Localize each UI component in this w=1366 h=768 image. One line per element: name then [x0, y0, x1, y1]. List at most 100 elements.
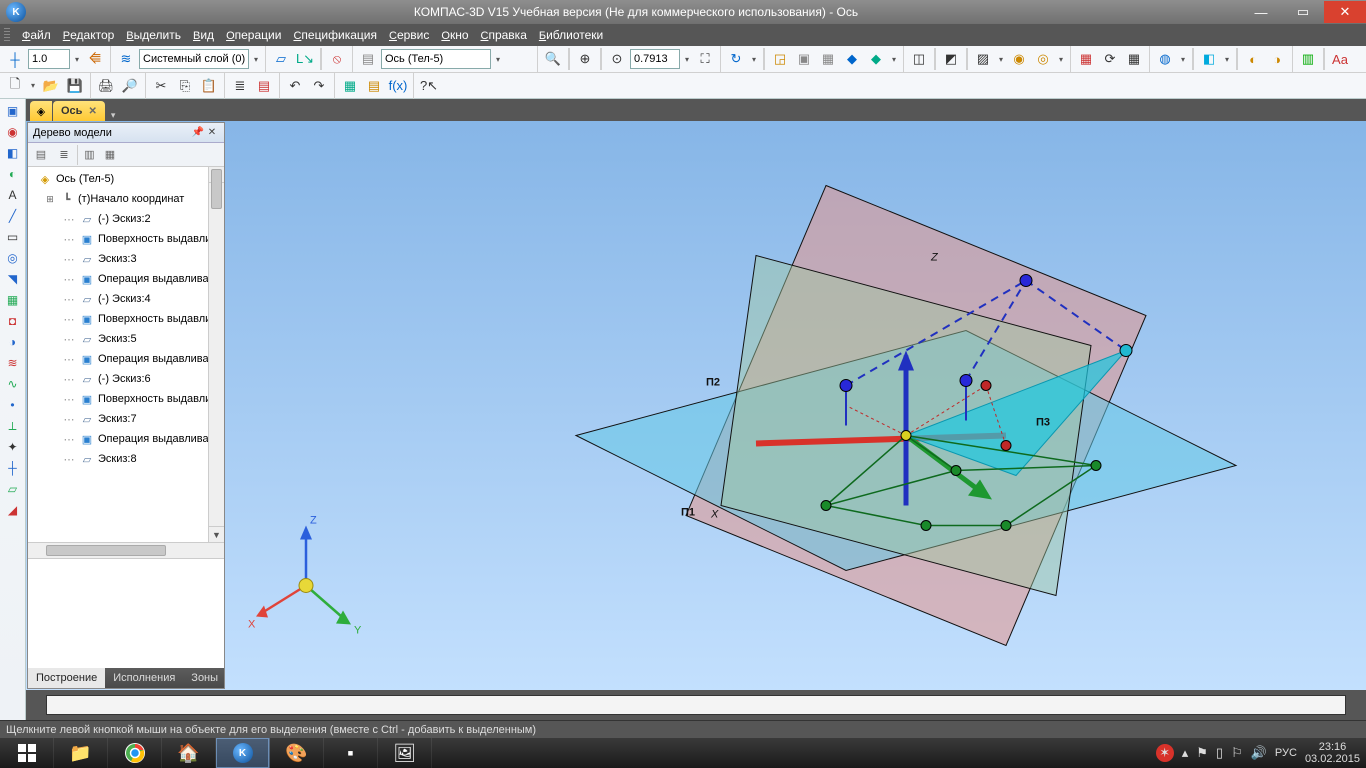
menu-редактор[interactable]: Редактор: [57, 26, 121, 44]
redo-icon[interactable]: ↷: [308, 75, 330, 97]
zoom-scale-icon[interactable]: ⊙: [606, 48, 628, 70]
scale-input[interactable]: [28, 49, 70, 69]
tray-vol-icon[interactable]: 🔊: [1251, 745, 1267, 761]
lt-weld-icon[interactable]: ◢: [2, 500, 24, 520]
lt-cs-icon[interactable]: ┼: [2, 458, 24, 478]
menu-операции[interactable]: Операции: [220, 26, 287, 44]
step-icon[interactable]: ⭅: [84, 48, 106, 70]
open-icon[interactable]: 📂: [40, 75, 62, 97]
copyprops-icon[interactable]: ≣: [229, 75, 251, 97]
rebuild-icon[interactable]: ⟳: [1099, 48, 1121, 70]
lt-revolve-icon[interactable]: ◉: [2, 122, 24, 142]
tray-action-icon[interactable]: ⚐: [1231, 745, 1243, 761]
clip-dd[interactable]: ▾: [996, 55, 1006, 64]
scroll-thumb[interactable]: [211, 169, 222, 209]
menu-выделить[interactable]: Выделить: [120, 26, 187, 44]
tree-list[interactable]: ◈ Ось (Тел-5) ⊞┗(т)Начало координат⋯▱(-)…: [28, 167, 224, 542]
command-input[interactable]: [46, 695, 1346, 715]
hscroll-thumb[interactable]: [46, 545, 166, 556]
tree-item[interactable]: ⋯▱(-) Эскиз:4: [30, 289, 224, 309]
tree-item[interactable]: ⋯▱Эскиз:7: [30, 409, 224, 429]
lt-dims-icon[interactable]: ▭: [2, 227, 24, 247]
tree-btn4-icon[interactable]: ▦: [100, 145, 120, 165]
shade-dd[interactable]: ▾: [889, 55, 899, 64]
filter-icon[interactable]: ▤: [357, 48, 379, 70]
fx-icon[interactable]: f(x): [387, 75, 409, 97]
doc-tab-icon[interactable]: ◈: [30, 101, 52, 121]
rotate-dd[interactable]: ▾: [749, 55, 759, 64]
tree-hscrollbar[interactable]: [28, 542, 224, 558]
tree-item[interactable]: ⋯▱Эскиз:5: [30, 329, 224, 349]
help-icon[interactable]: ?↖: [418, 75, 440, 97]
3d-viewport[interactable]: Z П2 П3 П1 X X Y: [226, 121, 1366, 690]
tray-net-icon[interactable]: ▯: [1216, 745, 1223, 761]
zoom-in-icon[interactable]: ⊕: [574, 48, 596, 70]
lt-point-icon[interactable]: •: [2, 395, 24, 415]
cut-icon[interactable]: ✂: [150, 75, 172, 97]
lt-hole-icon[interactable]: ◎: [2, 248, 24, 268]
lt-sheet-icon[interactable]: ▱: [2, 479, 24, 499]
tree-close-icon[interactable]: ✕: [205, 127, 219, 138]
preview-icon[interactable]: 🔎: [119, 75, 141, 97]
menu-библиотеки[interactable]: Библиотеки: [533, 26, 609, 44]
shaded2-icon[interactable]: ◆: [865, 48, 887, 70]
lt-boolean-icon[interactable]: ◑: [2, 332, 24, 352]
body-icon[interactable]: ◐: [1242, 48, 1264, 70]
simplify-icon[interactable]: ◉: [1008, 48, 1030, 70]
tree-item[interactable]: ⋯▱Эскиз:3: [30, 249, 224, 269]
lcs-icon[interactable]: L↘: [294, 48, 316, 70]
tree-btn3-icon[interactable]: ▥: [77, 145, 97, 165]
lt-axis-icon[interactable]: ✦: [2, 437, 24, 457]
layer-select[interactable]: [139, 49, 249, 69]
shaded1-icon[interactable]: ◆: [841, 48, 863, 70]
fast-dd[interactable]: ▾: [1056, 55, 1066, 64]
tree-item[interactable]: ⋯▣Операция выдавливан: [30, 429, 224, 449]
kompas-taskbar-icon[interactable]: K: [216, 738, 270, 768]
surface-icon[interactable]: ◑: [1266, 48, 1288, 70]
start-button[interactable]: [0, 738, 54, 768]
tree-expander-icon[interactable]: ⊞: [44, 194, 56, 205]
cancel-icon[interactable]: ⦸: [326, 48, 348, 70]
material-icon[interactable]: ◍: [1154, 48, 1176, 70]
scale-dropdown[interactable]: ▾: [72, 55, 82, 64]
mat-dd[interactable]: ▾: [1178, 55, 1188, 64]
tree-tab-build[interactable]: Построение: [28, 668, 105, 688]
menu-grip[interactable]: [4, 28, 10, 42]
tree-tab-zones[interactable]: Зоны: [183, 668, 226, 688]
manager-icon[interactable]: ▦: [339, 75, 361, 97]
maximize-button[interactable]: ▭: [1282, 1, 1324, 23]
tray-clock[interactable]: 23:16 03.02.2015: [1305, 741, 1360, 765]
variables-icon[interactable]: Aа: [1329, 48, 1351, 70]
tree-item[interactable]: ⋯▱(-) Эскиз:6: [30, 369, 224, 389]
tray-lang[interactable]: РУС: [1275, 747, 1297, 759]
paint-icon[interactable]: 🎨: [270, 738, 324, 768]
photos-icon[interactable]: 🖼: [378, 738, 432, 768]
tree-item[interactable]: ⋯▱Эскиз:8: [30, 449, 224, 469]
chrome-icon[interactable]: [108, 738, 162, 768]
wireframe-icon[interactable]: ▣: [793, 48, 815, 70]
tray-up-icon[interactable]: ▴: [1182, 745, 1189, 761]
rotate-icon[interactable]: ↻: [725, 48, 747, 70]
menu-окно[interactable]: Окно: [435, 26, 474, 44]
menu-сервис[interactable]: Сервис: [383, 26, 435, 44]
clip-icon[interactable]: ▨: [972, 48, 994, 70]
new-dd[interactable]: ▾: [28, 81, 38, 90]
print-icon[interactable]: 🖨: [95, 75, 117, 97]
doc-tab-close-icon[interactable]: ✕: [88, 106, 96, 117]
fast-icon[interactable]: ◎: [1032, 48, 1054, 70]
plane-icon[interactable]: ◧: [1198, 48, 1220, 70]
tree-tab-exec[interactable]: Исполнения: [105, 668, 183, 688]
tree-item[interactable]: ⋯▱(-) Эскиз:2: [30, 209, 224, 229]
orient-icon[interactable]: ◲: [769, 48, 791, 70]
tree-item[interactable]: ⋯▣Операция выдавливан: [30, 269, 224, 289]
zoom-fit-icon[interactable]: ⛶: [694, 48, 716, 70]
lt-measure-icon[interactable]: ⟂: [2, 416, 24, 436]
menu-справка[interactable]: Справка: [475, 26, 533, 44]
lt-surface-icon[interactable]: ≋: [2, 353, 24, 373]
lt-extrude-icon[interactable]: ▣: [2, 101, 24, 121]
section-icon[interactable]: ◩: [940, 48, 962, 70]
tree-btn1-icon[interactable]: ▤: [31, 145, 51, 165]
menu-вид[interactable]: Вид: [187, 26, 220, 44]
tree-item[interactable]: ⋯▣Поверхность выдавли: [30, 389, 224, 409]
close-button[interactable]: ✕: [1324, 1, 1366, 23]
